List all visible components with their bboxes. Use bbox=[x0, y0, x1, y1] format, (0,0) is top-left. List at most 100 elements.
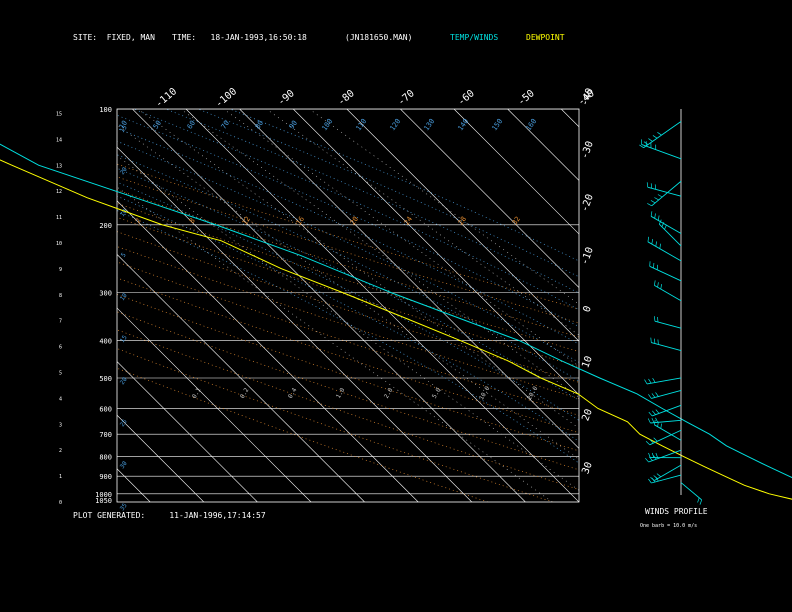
top-temp-tick-label: -50 bbox=[516, 88, 537, 108]
wind-barb-feather bbox=[652, 378, 656, 383]
moist-adiabat-left-label: 35 bbox=[119, 502, 129, 512]
moist-adiabat bbox=[133, 109, 579, 311]
winds-profile-title: WINDS PROFILE bbox=[645, 507, 708, 516]
isotherm-line bbox=[453, 109, 579, 235]
moist-adiabat bbox=[117, 127, 579, 345]
wind-barb-feather bbox=[654, 213, 656, 219]
header-time: TIME: 18-JAN-1993,16:50:18 bbox=[172, 33, 307, 42]
winds-profile-note: One barb = 10.0 m/s bbox=[640, 523, 698, 529]
wind-barb bbox=[650, 215, 682, 234]
dry-adiabat-label: 2 bbox=[134, 217, 143, 225]
pressure-tick-label: 800 bbox=[99, 454, 112, 462]
wind-barb bbox=[650, 419, 682, 424]
wind-barb bbox=[646, 377, 682, 385]
moist-adiabat-label: 50 bbox=[152, 119, 163, 131]
mixing-ratio-line bbox=[117, 186, 553, 502]
wind-barb-feather bbox=[664, 224, 667, 230]
dry-adiabat bbox=[117, 294, 579, 452]
wind-barb bbox=[651, 474, 682, 484]
wind-barb-feather bbox=[650, 337, 652, 343]
wind-barb-feather bbox=[651, 417, 655, 423]
pressure-tick-label: 600 bbox=[99, 405, 112, 413]
header-file: (JN181650.MAN) bbox=[345, 33, 413, 42]
isotherm-line bbox=[185, 109, 579, 502]
mixing-ratio-label: 5.0 bbox=[431, 386, 443, 399]
wind-barb bbox=[654, 320, 682, 329]
moist-adiabat-label: 70 bbox=[220, 119, 231, 131]
dry-adiabat-label: 20 bbox=[349, 215, 360, 227]
dry-adiabat bbox=[117, 329, 579, 490]
top-temp-tick-label: -110 bbox=[154, 86, 180, 110]
height-tick-label: 15 bbox=[56, 112, 62, 118]
wind-barb-feather bbox=[647, 418, 651, 424]
mixing-ratio-line bbox=[137, 109, 579, 429]
wind-barb-feather bbox=[699, 499, 703, 505]
wind-barb bbox=[654, 285, 682, 302]
isotherm-line bbox=[560, 109, 579, 128]
moist-adiabat bbox=[117, 140, 579, 363]
height-tick-label: 8 bbox=[59, 293, 62, 299]
wind-barb-feather bbox=[697, 497, 700, 503]
isotherm-line bbox=[239, 109, 579, 449]
moist-adiabat-left-label: 10 bbox=[119, 208, 129, 218]
wind-barb bbox=[654, 464, 682, 481]
wind-barb-feather bbox=[648, 411, 653, 417]
moist-adiabat-left-label: 25 bbox=[119, 418, 129, 428]
wind-barb bbox=[651, 404, 682, 417]
wind-barb bbox=[647, 241, 682, 262]
wind-barb-feather bbox=[648, 456, 653, 461]
moist-adiabat bbox=[230, 109, 579, 262]
pressure-tick-label: 700 bbox=[99, 431, 112, 439]
isotherm-line bbox=[346, 109, 579, 342]
moist-adiabat-left-label: 15 bbox=[119, 334, 129, 344]
wind-barb-feather bbox=[660, 423, 662, 429]
right-temp-tick-label: -10 bbox=[579, 246, 596, 267]
isotherm-line bbox=[668, 109, 792, 502]
right-temp-tick-label: 10 bbox=[580, 355, 594, 370]
wind-barb-feather bbox=[655, 417, 659, 423]
wind-barb-feather bbox=[657, 132, 662, 136]
header-site: SITE: FIXED, MAN bbox=[73, 33, 155, 42]
legend-dewpoint: DEWPOINT bbox=[526, 33, 565, 42]
wind-barb-feather bbox=[661, 222, 665, 227]
wind-barb-feather bbox=[651, 239, 654, 245]
right-temp-tick-label: -40 bbox=[579, 87, 596, 108]
moist-adiabat bbox=[117, 195, 579, 442]
mixing-ratio-label: 20.0 bbox=[526, 385, 539, 401]
wind-barb bbox=[658, 223, 682, 247]
moist-adiabat-left-label: 20 bbox=[119, 166, 129, 176]
wind-barb-feather bbox=[648, 394, 652, 399]
legend-temp-winds: TEMP/WINDS bbox=[450, 33, 499, 42]
isotherm-line bbox=[117, 468, 151, 502]
wind-barb-feather bbox=[655, 241, 657, 247]
wind-barb-feather bbox=[653, 437, 658, 442]
moist-adiabat bbox=[117, 114, 579, 328]
mixing-ratio-line bbox=[309, 109, 579, 305]
wind-barb-feather bbox=[658, 219, 662, 225]
mixing-ratio-line bbox=[223, 109, 579, 367]
height-tick-label: 2 bbox=[59, 448, 62, 454]
wind-barb bbox=[643, 121, 682, 149]
dry-adiabat bbox=[117, 189, 579, 338]
dry-adiabat-label: 8 bbox=[188, 217, 197, 225]
pressure-tick-label: 1000 bbox=[95, 491, 112, 499]
wind-profile bbox=[639, 109, 703, 505]
wind-barb-feather bbox=[660, 284, 662, 290]
isotherm-line bbox=[400, 109, 579, 289]
isotherm-line bbox=[0, 109, 43, 502]
pressure-tick-label: 900 bbox=[99, 473, 112, 481]
moist-adiabat-left-label: 10 bbox=[119, 292, 129, 302]
wind-barb-feather bbox=[647, 203, 652, 207]
wind-barb bbox=[680, 482, 702, 501]
right-temp-tick-label: 20 bbox=[580, 408, 594, 423]
isotherm-line bbox=[722, 109, 792, 502]
dry-adiabat-label: 12 bbox=[241, 215, 252, 227]
moist-adiabat bbox=[117, 181, 579, 421]
height-tick-label: 12 bbox=[56, 189, 62, 195]
wind-barb-feather bbox=[655, 452, 658, 458]
plot-frame bbox=[116, 108, 580, 503]
height-tick-label: 1 bbox=[59, 474, 62, 480]
isotherm-line bbox=[615, 109, 792, 502]
moist-adiabat-label: 80 bbox=[254, 119, 265, 131]
dry-adiabat bbox=[117, 202, 579, 352]
